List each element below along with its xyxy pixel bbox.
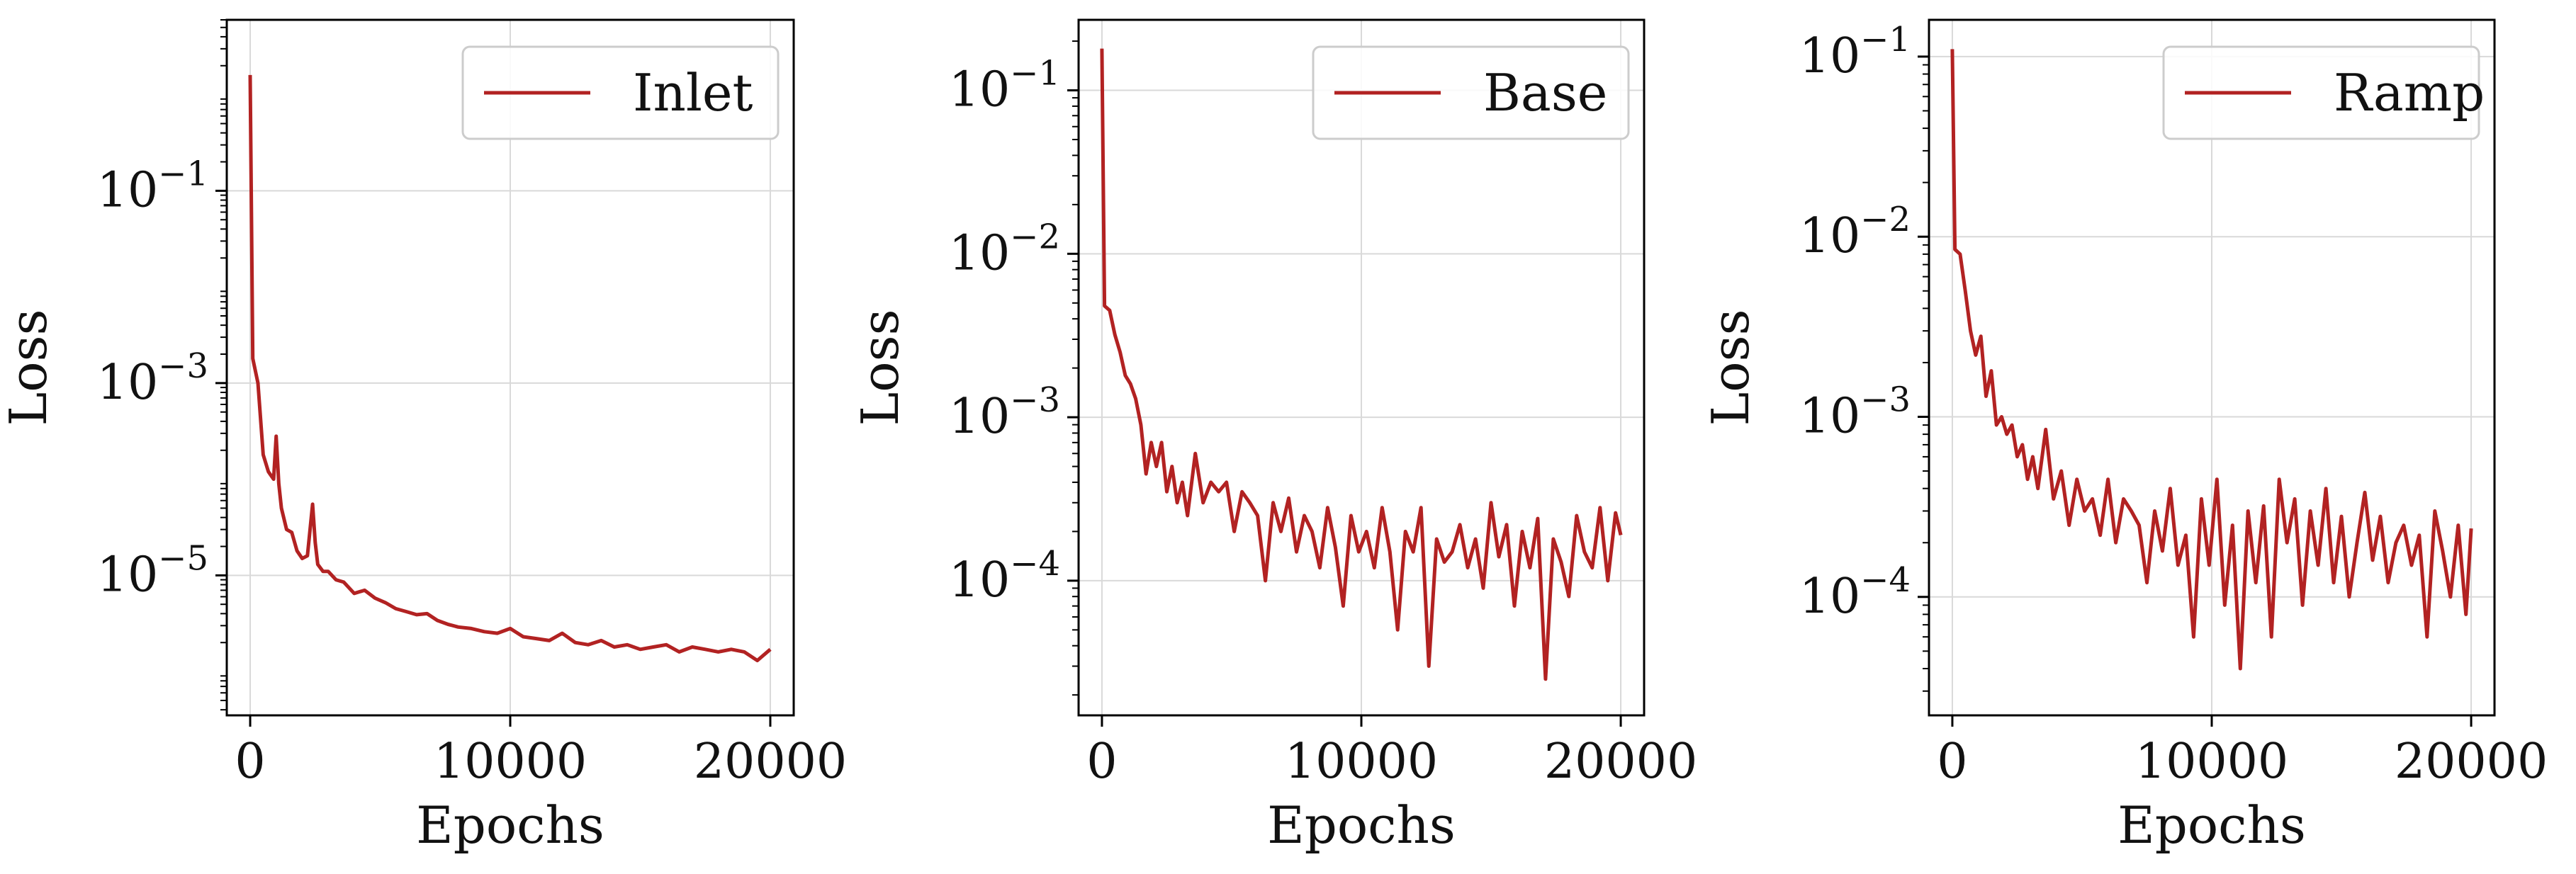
y-tick-label: 10−4 — [949, 544, 1060, 608]
legend-label: Base — [1483, 63, 1607, 123]
y-axis-label: Loss — [0, 309, 58, 426]
x-tick-label: 20000 — [1544, 734, 1697, 790]
x-axis-label: Epochs — [2117, 795, 2306, 855]
legend-box — [1312, 45, 1630, 140]
x-tick-label: 0 — [1937, 734, 1967, 790]
y-axis-label: Loss — [1701, 309, 1760, 426]
y-tick-label: 10−1 — [949, 54, 1060, 118]
series-line-inlet — [248, 74, 772, 663]
x-axis-label: Epochs — [1267, 795, 1456, 855]
y-tick-label: 10−1 — [1799, 20, 1911, 84]
y-tick-label: 10−5 — [97, 538, 208, 603]
x-tick-label: 10000 — [434, 734, 587, 790]
legend: Inlet — [461, 45, 780, 140]
legend: Ramp — [2162, 45, 2485, 140]
legend-box — [2162, 45, 2480, 140]
x-tick-label: 20000 — [694, 734, 847, 790]
legend-box — [461, 45, 780, 140]
legend: Base — [1312, 45, 1630, 140]
chart-panel-ramp: 0 10000 20000 10−1 10−2 10−3 10−4 Epochs Loss Ram… — [1701, 18, 2548, 855]
y-axis-label: Loss — [850, 309, 910, 426]
y-tick-label: 10−1 — [97, 154, 208, 218]
x-tick-label: 10000 — [1285, 734, 1438, 790]
y-tick-label: 10−3 — [97, 346, 208, 411]
x-tick-label: 20000 — [2395, 734, 2548, 790]
chart-panel-inlet: 0 10000 20000 10−1 10−3 10−5 Epochs Loss Inlet — [0, 18, 847, 855]
x-tick-label: 0 — [235, 734, 265, 790]
y-tick-label: 10−3 — [949, 380, 1060, 445]
y-tick-label: 10−2 — [1799, 200, 1911, 264]
y-tick-label: 10−3 — [1799, 380, 1911, 444]
chart-panel-base: 0 10000 20000 10−1 10−2 10−3 10−4 Epochs Loss Bas… — [850, 18, 1697, 855]
x-tick-label: 0 — [1086, 734, 1117, 790]
y-tick-label: 10−2 — [949, 217, 1060, 281]
series-line-ramp — [1950, 49, 2473, 671]
x-tick-label: 10000 — [2135, 734, 2288, 790]
legend-label: Inlet — [633, 63, 753, 123]
legend-label: Ramp — [2334, 63, 2485, 123]
series-line-base — [1100, 48, 1623, 681]
y-tick-label: 10−4 — [1799, 560, 1911, 625]
x-axis-label: Epochs — [416, 795, 604, 855]
